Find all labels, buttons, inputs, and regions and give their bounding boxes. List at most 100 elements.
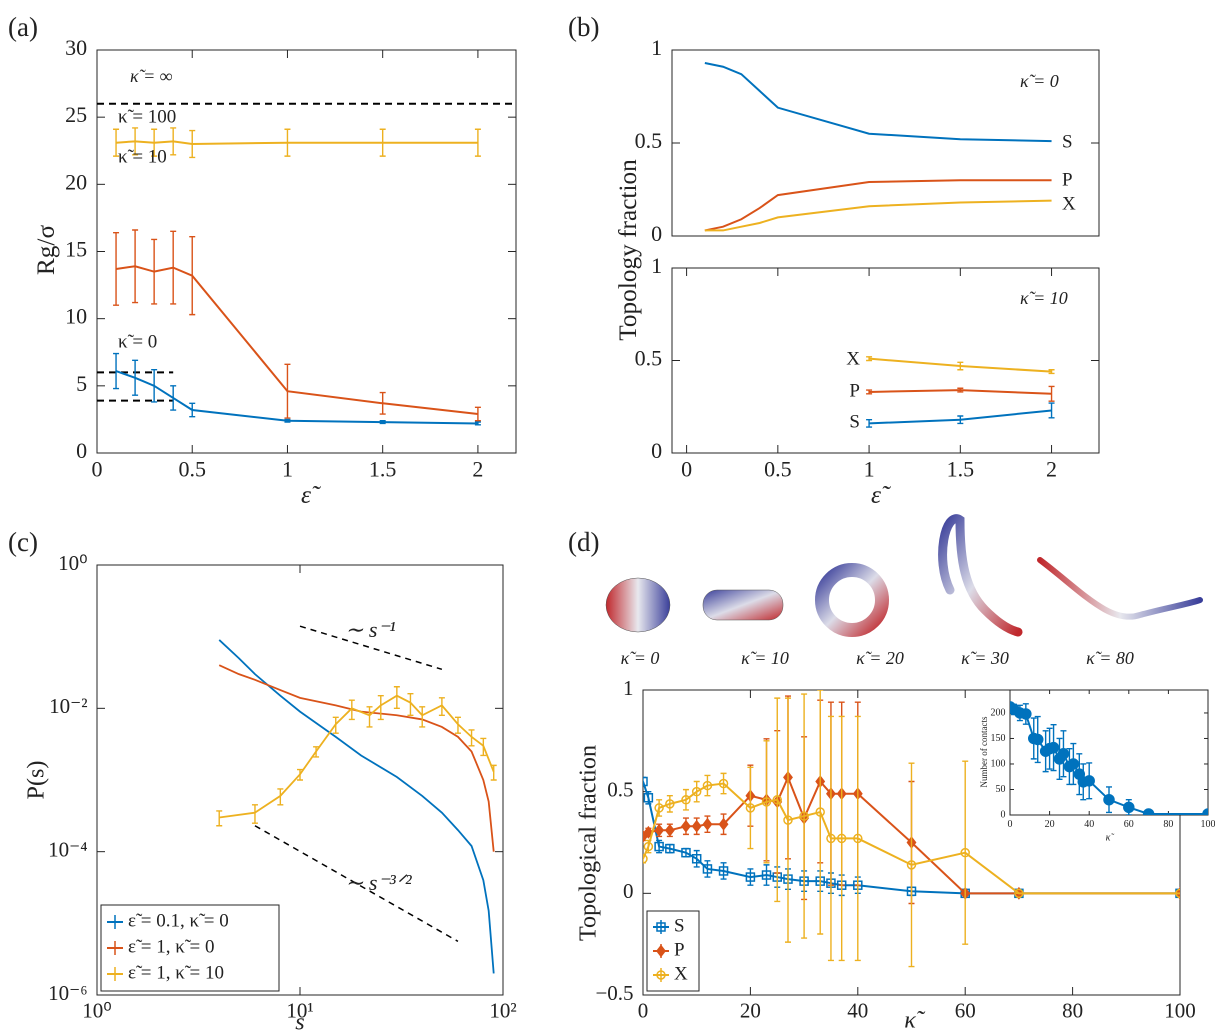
- marker: [643, 776, 648, 787]
- error-bar: [379, 420, 386, 425]
- y-axis-label: Number of contacts: [979, 716, 989, 787]
- legend-label: P: [674, 939, 685, 960]
- error-bar: [908, 762, 915, 968]
- x-tick-label: 0: [92, 457, 103, 482]
- x-tick-label: 100: [1164, 999, 1196, 1023]
- panel-label: (b): [568, 12, 599, 42]
- marker: [691, 786, 702, 797]
- x-tick-label: 1: [864, 457, 875, 482]
- marker: [960, 847, 970, 858]
- y-tick-label: 200: [991, 707, 1006, 718]
- error-bar: [474, 128, 481, 157]
- y-tick-label: 10: [65, 304, 87, 329]
- plot-area: [1010, 701, 1208, 815]
- x-tick-label: 60: [955, 999, 976, 1023]
- marker: [643, 854, 648, 864]
- series-label: P: [849, 380, 860, 401]
- error-bar: [666, 795, 673, 813]
- marker: [1123, 801, 1135, 814]
- error-bar: [113, 128, 120, 157]
- legend-label: ε̃ = 0.1, κ̃ = 0: [128, 910, 229, 931]
- y-tick-label: 25: [65, 102, 87, 127]
- marker: [691, 819, 702, 833]
- marker: [691, 854, 702, 864]
- marker: [745, 872, 756, 882]
- y-axis-label: Topology fraction: [614, 159, 642, 341]
- guide-label: ∼ s⁻¹: [345, 617, 396, 642]
- series-line: [218, 664, 495, 852]
- series-line: [704, 199, 1052, 232]
- error-bar: [474, 406, 481, 422]
- x-tick-label: 60: [1124, 819, 1134, 830]
- error-bar: [682, 788, 689, 811]
- error-bar: [827, 715, 834, 962]
- y-tick-label: 150: [991, 733, 1006, 744]
- error-bar: [774, 697, 781, 903]
- legend-label: X: [674, 963, 688, 984]
- x-tick-label: 1.5: [947, 457, 975, 482]
- y-axis-label: Topological fraction: [575, 745, 602, 941]
- marker: [1031, 733, 1044, 746]
- y-axis-label: Rg/σ: [32, 225, 60, 276]
- error-bar: [438, 697, 445, 716]
- x-tick-label: 1.5: [369, 457, 397, 482]
- annotation: κ̃ = ∞: [130, 66, 173, 86]
- error-bar: [151, 238, 158, 305]
- marker: [718, 817, 729, 831]
- x-tick-label: 0: [638, 999, 649, 1023]
- marker: [681, 819, 691, 833]
- y-tick-label: 15: [65, 237, 87, 262]
- marker: [1103, 793, 1115, 806]
- marker: [665, 799, 675, 809]
- legend-label: ε̃ = 1, κ̃ = 10: [128, 962, 224, 983]
- plot-area: [216, 639, 497, 974]
- error-bar: [348, 699, 355, 721]
- x-tick-label: 0: [1008, 819, 1013, 830]
- error-bar: [419, 706, 426, 728]
- error-bar: [838, 715, 845, 962]
- x-tick-label: 20: [740, 999, 761, 1023]
- y-tick-label: 1: [651, 253, 662, 278]
- marker: [643, 793, 654, 803]
- marker: [664, 823, 675, 837]
- marker: [702, 780, 713, 791]
- y-tick-label: 20: [65, 169, 87, 194]
- marker: [654, 841, 664, 852]
- error-bar: [189, 236, 196, 316]
- snapshot-label: κ̃ = 80: [1086, 648, 1134, 668]
- error-bar: [720, 862, 727, 880]
- x-tick-label: 40: [1084, 819, 1094, 830]
- error-bar: [113, 231, 120, 306]
- y-tick-label: 10⁻⁴: [48, 837, 87, 861]
- legend-label: ε̃ = 1, κ̃ = 0: [128, 936, 214, 957]
- x-tick-label: 0: [681, 457, 692, 482]
- marker: [1057, 748, 1070, 760]
- marker: [1175, 888, 1180, 899]
- y-tick-label: 1: [651, 35, 662, 60]
- x-tick-label: 10⁰: [82, 999, 111, 1023]
- series-label: κ̃ = 100: [118, 106, 176, 127]
- legend-marker: [656, 970, 666, 980]
- x-tick-label: 0.5: [178, 457, 206, 482]
- series-label: κ̃ = 10: [118, 146, 167, 167]
- error-bar: [866, 356, 873, 362]
- marker: [772, 795, 782, 805]
- error-bar: [284, 128, 291, 157]
- marker: [853, 833, 863, 844]
- marker: [799, 811, 809, 821]
- x-axis-label: s: [295, 1009, 304, 1032]
- error-bar: [454, 716, 461, 734]
- marker: [836, 833, 847, 844]
- marker: [702, 817, 713, 831]
- error-bar: [170, 230, 177, 305]
- series-line: [218, 639, 495, 974]
- error-bar: [377, 695, 384, 721]
- snapshot-label: κ̃ = 10: [741, 648, 789, 668]
- error-bar: [704, 860, 711, 878]
- error-bar: [407, 693, 414, 716]
- error-bar: [784, 697, 791, 943]
- error-bar: [720, 772, 727, 795]
- series-label: S: [1062, 131, 1073, 152]
- marker: [761, 870, 772, 880]
